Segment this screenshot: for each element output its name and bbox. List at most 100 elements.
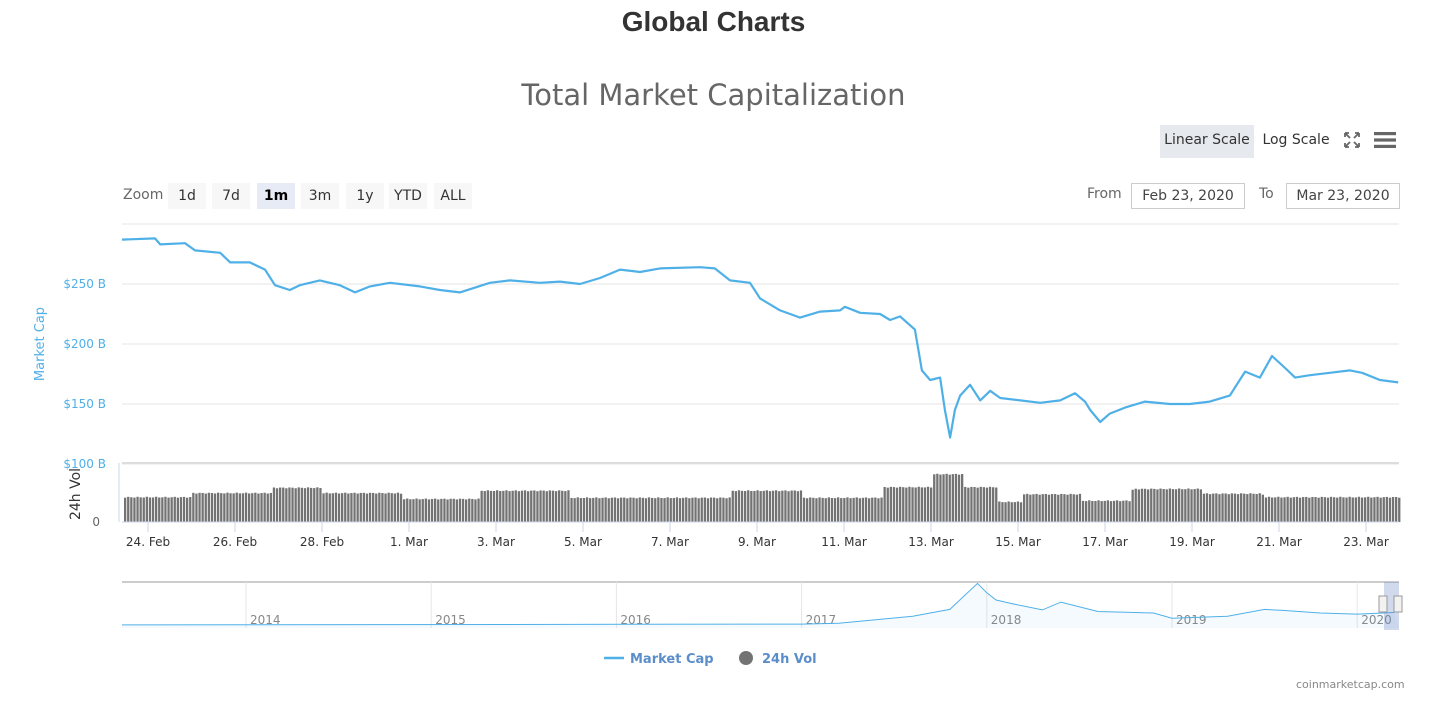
volume-bar xyxy=(461,498,465,522)
volume-bar xyxy=(595,497,598,522)
navigator-handle-left[interactable] xyxy=(1378,595,1388,613)
volume-bar xyxy=(279,487,282,522)
volume-bar xyxy=(192,492,195,522)
volume-bar xyxy=(678,498,682,522)
volume-bar xyxy=(545,491,548,522)
volume-bar xyxy=(372,492,375,522)
legend-volume[interactable]: 24h Vol xyxy=(762,652,817,667)
volume-bar xyxy=(756,490,759,522)
volume-bar xyxy=(592,497,595,522)
volume-bar xyxy=(316,487,319,522)
zoom-button-1y[interactable]: 1y xyxy=(346,183,384,209)
volume-bar xyxy=(945,473,948,522)
from-date-input[interactable]: Feb 23, 2020 xyxy=(1131,183,1245,209)
volume-bar xyxy=(1060,493,1063,522)
volume-bar xyxy=(148,497,152,522)
volume-bar xyxy=(350,493,353,522)
volume-bar xyxy=(1137,489,1140,522)
volume-bar xyxy=(390,493,393,522)
volume-bar xyxy=(1162,488,1165,522)
volume-bar xyxy=(601,497,604,522)
volume-bar xyxy=(1165,489,1168,522)
volume-bar xyxy=(161,497,164,522)
volume-bar xyxy=(964,486,967,522)
navigator-year-label: 2016 xyxy=(620,613,651,627)
navigator-handle-right[interactable] xyxy=(1393,595,1403,613)
volume-bar xyxy=(220,493,223,522)
volume-bar xyxy=(1329,496,1333,522)
volume-bar xyxy=(344,492,347,522)
hamburger-menu-icon[interactable] xyxy=(1373,130,1397,150)
volume-bar xyxy=(874,497,877,522)
volume-bar xyxy=(465,499,468,522)
volume-bar xyxy=(1292,497,1295,522)
volume-bar xyxy=(1131,489,1134,522)
volume-bar xyxy=(1274,497,1277,522)
volume-bar xyxy=(1010,502,1013,522)
volume-bar xyxy=(362,492,365,522)
volume-bar xyxy=(948,474,951,522)
volume-bar xyxy=(973,487,976,522)
zoom-button-1d[interactable]: 1d xyxy=(168,183,206,209)
zoom-button-3m[interactable]: 3m xyxy=(301,183,339,209)
fullscreen-icon[interactable] xyxy=(1342,130,1362,150)
volume-bar xyxy=(1364,497,1367,522)
volume-bar xyxy=(821,497,824,522)
volume-bar xyxy=(1085,501,1088,522)
volume-bar xyxy=(210,493,214,522)
volume-bar xyxy=(917,486,920,522)
volume-bar xyxy=(1174,489,1178,522)
zoom-button-1m[interactable]: 1m xyxy=(257,183,295,209)
volume-bar xyxy=(235,492,238,522)
volume-bar xyxy=(1227,494,1230,522)
volume-bar xyxy=(616,498,620,522)
x-tick-label: 15. Mar xyxy=(995,535,1041,549)
volume-bar xyxy=(1370,497,1373,522)
zoom-button-all[interactable]: ALL xyxy=(434,183,472,209)
volume-bar xyxy=(170,497,173,522)
volume-bar xyxy=(1302,497,1305,522)
volume-bar xyxy=(189,497,192,522)
volume-bar xyxy=(1100,501,1103,522)
log-scale-button[interactable]: Log Scale xyxy=(1262,132,1330,148)
volume-bar xyxy=(1252,493,1255,522)
x-tick-label: 5. Mar xyxy=(564,535,602,549)
volume-bar xyxy=(1168,488,1171,522)
volume-bar xyxy=(988,486,992,522)
volume-bar xyxy=(1116,500,1119,522)
volume-bar xyxy=(868,498,871,522)
legend-market-cap[interactable]: Market Cap xyxy=(630,652,714,667)
volume-bar xyxy=(257,493,260,522)
x-tick-label: 28. Feb xyxy=(300,535,344,549)
volume-bar xyxy=(1391,497,1395,522)
volume-bar xyxy=(846,497,849,522)
volume-bar xyxy=(967,487,970,522)
volume-bar xyxy=(1184,489,1187,522)
zoom-button-7d[interactable]: 7d xyxy=(212,183,250,209)
volume-bar xyxy=(151,497,155,522)
volume-bar xyxy=(852,497,855,522)
zoom-button-ytd[interactable]: YTD xyxy=(389,183,427,209)
volume-bar xyxy=(375,493,378,522)
volume-bar xyxy=(1240,493,1243,522)
credit-link[interactable]: coinmarketcap.com xyxy=(1296,678,1405,691)
linear-scale-button[interactable]: Linear Scale xyxy=(1160,125,1254,158)
volume-bar xyxy=(468,498,471,522)
volume-bar xyxy=(768,491,772,522)
volume-bar xyxy=(1308,497,1311,522)
volume-bar xyxy=(818,497,821,522)
volume-bar xyxy=(155,496,158,522)
volume-bar xyxy=(883,486,886,522)
volume-bar xyxy=(359,492,362,522)
volume-bar xyxy=(1277,496,1280,522)
to-date-input[interactable]: Mar 23, 2020 xyxy=(1286,183,1400,209)
volume-bar xyxy=(790,490,793,522)
volume-bar xyxy=(1233,493,1237,522)
volume-bar xyxy=(899,486,902,522)
volume-bar xyxy=(325,492,328,522)
volume-bar xyxy=(499,491,502,522)
volume-bar xyxy=(666,497,669,522)
volume-bar xyxy=(195,493,198,522)
volume-bar xyxy=(1385,496,1388,522)
volume-bar xyxy=(554,491,558,522)
